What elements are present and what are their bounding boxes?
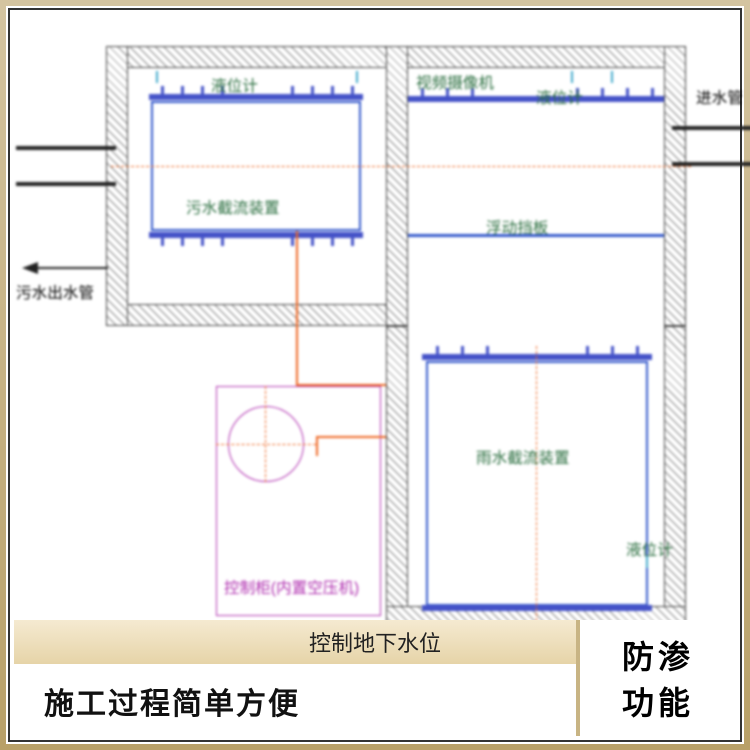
wall-bottom: [106, 304, 406, 326]
overlay-side1: 防渗: [622, 632, 694, 678]
overlay-right-box: 防渗 功能: [576, 620, 736, 736]
label-level-gauge: 液位计: [626, 538, 673, 560]
label-camera: 视频摄像机: [416, 71, 494, 93]
left-pipe: [16, 146, 116, 150]
label-inlet-pipe: 进水管: [696, 86, 743, 108]
label-sewage-outlet: 污水出水管: [16, 281, 94, 303]
flow-arrow: [22, 262, 38, 274]
overlay-line1: 控制地下水位: [309, 626, 441, 658]
label-level-gauge: 液位计: [211, 74, 258, 96]
label-control-cabinet: 控制柜(内置空压机): [224, 576, 359, 598]
centerline: [111, 166, 691, 167]
wall-left: [106, 46, 128, 326]
overlay-side2: 功能: [622, 678, 694, 724]
wall-lr-right: [664, 326, 686, 626]
label-level-gauge: 液位计: [536, 86, 583, 108]
left-pipe: [16, 182, 116, 186]
label-floating-baffle: 浮动挡板: [486, 216, 548, 238]
wall-right: [664, 46, 686, 326]
flange: [422, 605, 652, 611]
rain-intercept-device: [426, 361, 648, 606]
label-sewage-intercept: 污水截流装置: [186, 196, 280, 218]
wall-partition: [386, 46, 408, 326]
wall-lr-left: [386, 326, 408, 626]
label-rain-intercept: 雨水截流装置: [476, 446, 570, 468]
flange: [422, 354, 652, 360]
right-pipe: [672, 126, 750, 130]
engineering-diagram: 液位计 视频摄像机 液位计 污水截流装置 浮动挡板 污水出水管 进水管 雨水截流…: [16, 16, 734, 594]
